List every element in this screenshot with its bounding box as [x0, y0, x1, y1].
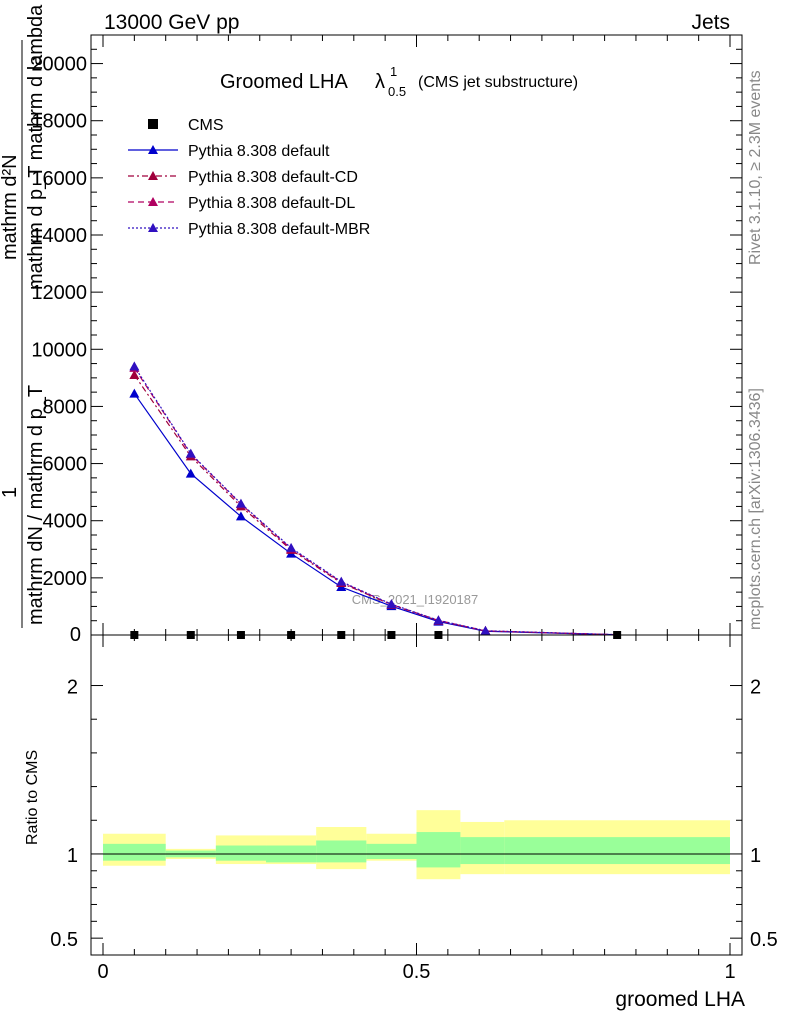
y-tick-label: 16000: [31, 168, 87, 190]
title-suffix: (CMS jet substructure): [418, 74, 578, 91]
title-sub: 0.5: [388, 84, 406, 99]
series-marker: [185, 468, 196, 478]
series-marker: [129, 361, 140, 371]
legend-marker: [148, 145, 158, 154]
main-x-ticks: [102, 35, 731, 635]
series-marker: [336, 576, 347, 586]
legend-marker: [148, 197, 158, 206]
legend-marker: [148, 171, 158, 180]
ylabel-one: 1: [0, 487, 21, 498]
y-tick-label: 18000: [31, 111, 87, 133]
ratio-bands: [103, 810, 730, 880]
series-marker: [235, 511, 246, 521]
title-sup: 1: [390, 64, 397, 79]
ratio-y-tick-label-right: 1: [750, 845, 761, 867]
legend-cms-marker: [148, 119, 158, 129]
main-y-axis-label: mathrm d²N mathrm d p_T mathrm d lambda …: [0, 4, 47, 628]
x-tick-label: 1: [724, 961, 735, 983]
ratio-y-tick-label: 0.5: [50, 929, 78, 951]
y-tick-label: 14000: [31, 225, 87, 247]
header-right: Jets: [691, 11, 730, 34]
watermark: CMS_2021_I1920187: [352, 592, 479, 607]
x-tick-label: 0: [97, 961, 108, 983]
legend-marker: [148, 223, 158, 232]
y-tick-label: 6000: [43, 454, 88, 476]
ratio-band-inner: [215, 845, 267, 861]
ratio-ticks: 0.5 0.5 1 1 2 2 0 0.5 1: [50, 635, 778, 983]
legend-label: Pythia 8.308 default-MBR: [188, 221, 370, 238]
ylabel-top2: mathrm d p_T mathrm d lambda: [25, 4, 47, 290]
ratio-panel-frame: [90, 634, 743, 956]
legend-cms-label: CMS: [188, 117, 224, 134]
title-main: Groomed LHA: [220, 71, 348, 93]
series-marker: [235, 498, 246, 508]
ylabel-bottom: mathrm dN / mathrm d p_T: [25, 385, 47, 625]
y-tick-label: 2000: [43, 568, 88, 590]
mcplots-label: mcplots.cern.ch [arXiv:1306.3436]: [747, 388, 764, 630]
ylabel-top: mathrm d²N: [0, 154, 21, 260]
header-left: 13000 GeV pp: [104, 11, 239, 34]
legend-label: Pythia 8.308 default-CD: [188, 169, 358, 186]
series-marker: [386, 599, 397, 609]
ratio-band-inner: [366, 843, 417, 859]
legend: CMS Pythia 8.308 default Pythia 8.308 defa…: [128, 117, 370, 238]
legend-label: Pythia 8.308 default: [188, 143, 330, 160]
ratio-y-label: Ratio to CMS: [24, 750, 41, 845]
y-tick-label: 10000: [31, 339, 87, 361]
rivet-label: Rivet 3.1.10, ≥ 2.3M events: [747, 70, 764, 265]
title-lambda: λ: [375, 71, 385, 93]
x-axis-label: groomed LHA: [615, 988, 745, 1011]
series-marker: [433, 615, 444, 625]
x-tick-label: 0.5: [403, 961, 431, 983]
ratio-y-tick-label: 1: [67, 845, 78, 867]
y-tick-label: 4000: [43, 511, 88, 533]
series-marker: [129, 370, 140, 379]
series-marker: [129, 388, 140, 398]
series-marker: [480, 625, 491, 635]
ratio-band-inner: [416, 832, 461, 868]
ratio-y-tick-label-right: 2: [750, 677, 761, 699]
ratio-band-inner: [316, 840, 367, 863]
series-marker: [286, 542, 297, 552]
chart-title: Groomed LHA λ 1 0.5 (CMS jet substructur…: [220, 64, 578, 99]
y-tick-label: 8000: [43, 396, 88, 418]
y-zero-label: 0: [70, 624, 81, 646]
main-y-ticks: 2000 4000 6000 8000 10000 12000 14000 16000 1800…: [31, 34, 742, 646]
ratio-band-inner: [103, 843, 166, 861]
y-tick-label: 12000: [31, 282, 87, 304]
ratio-band-inner: [460, 837, 505, 865]
ratio-y-tick-label: 2: [67, 677, 78, 699]
legend-label: Pythia 8.308 default-DL: [188, 195, 355, 212]
series-marker: [185, 448, 196, 458]
ratio-y-tick-label-right: 0.5: [750, 929, 778, 951]
y-tick-label: 20000: [31, 54, 87, 76]
ratio-band-inner: [504, 837, 730, 865]
